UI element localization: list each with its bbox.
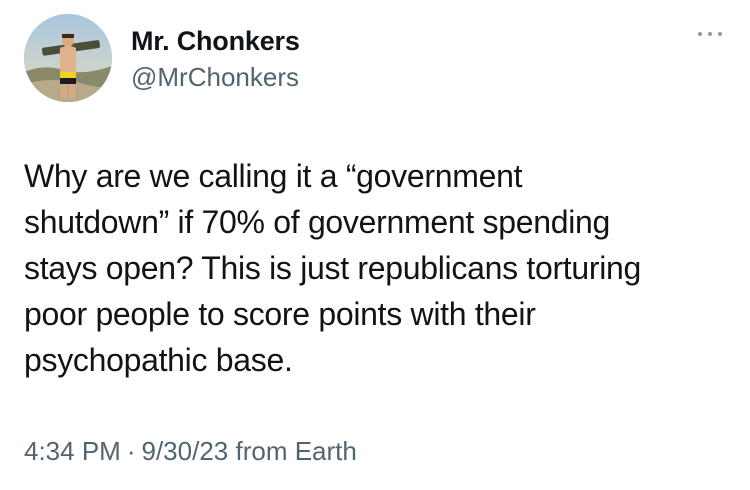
more-options-icon[interactable] [695,26,725,42]
user-handle[interactable]: @MrChonkers [131,62,299,92]
tweet-time[interactable]: 4:34 PM [24,436,121,466]
avatar-photo [24,14,112,102]
tweet-date[interactable]: 9/30/23 [141,436,229,466]
meta-separator: · [126,436,136,466]
avatar[interactable] [24,14,112,102]
tweet-source: from Earth [235,436,357,466]
display-name[interactable]: Mr. Chonkers [131,26,300,56]
tweet-text: Why are we calling it a “government shut… [24,158,642,378]
tweet-metadata: 4:34 PM · 9/30/23 from Earth [24,434,357,468]
